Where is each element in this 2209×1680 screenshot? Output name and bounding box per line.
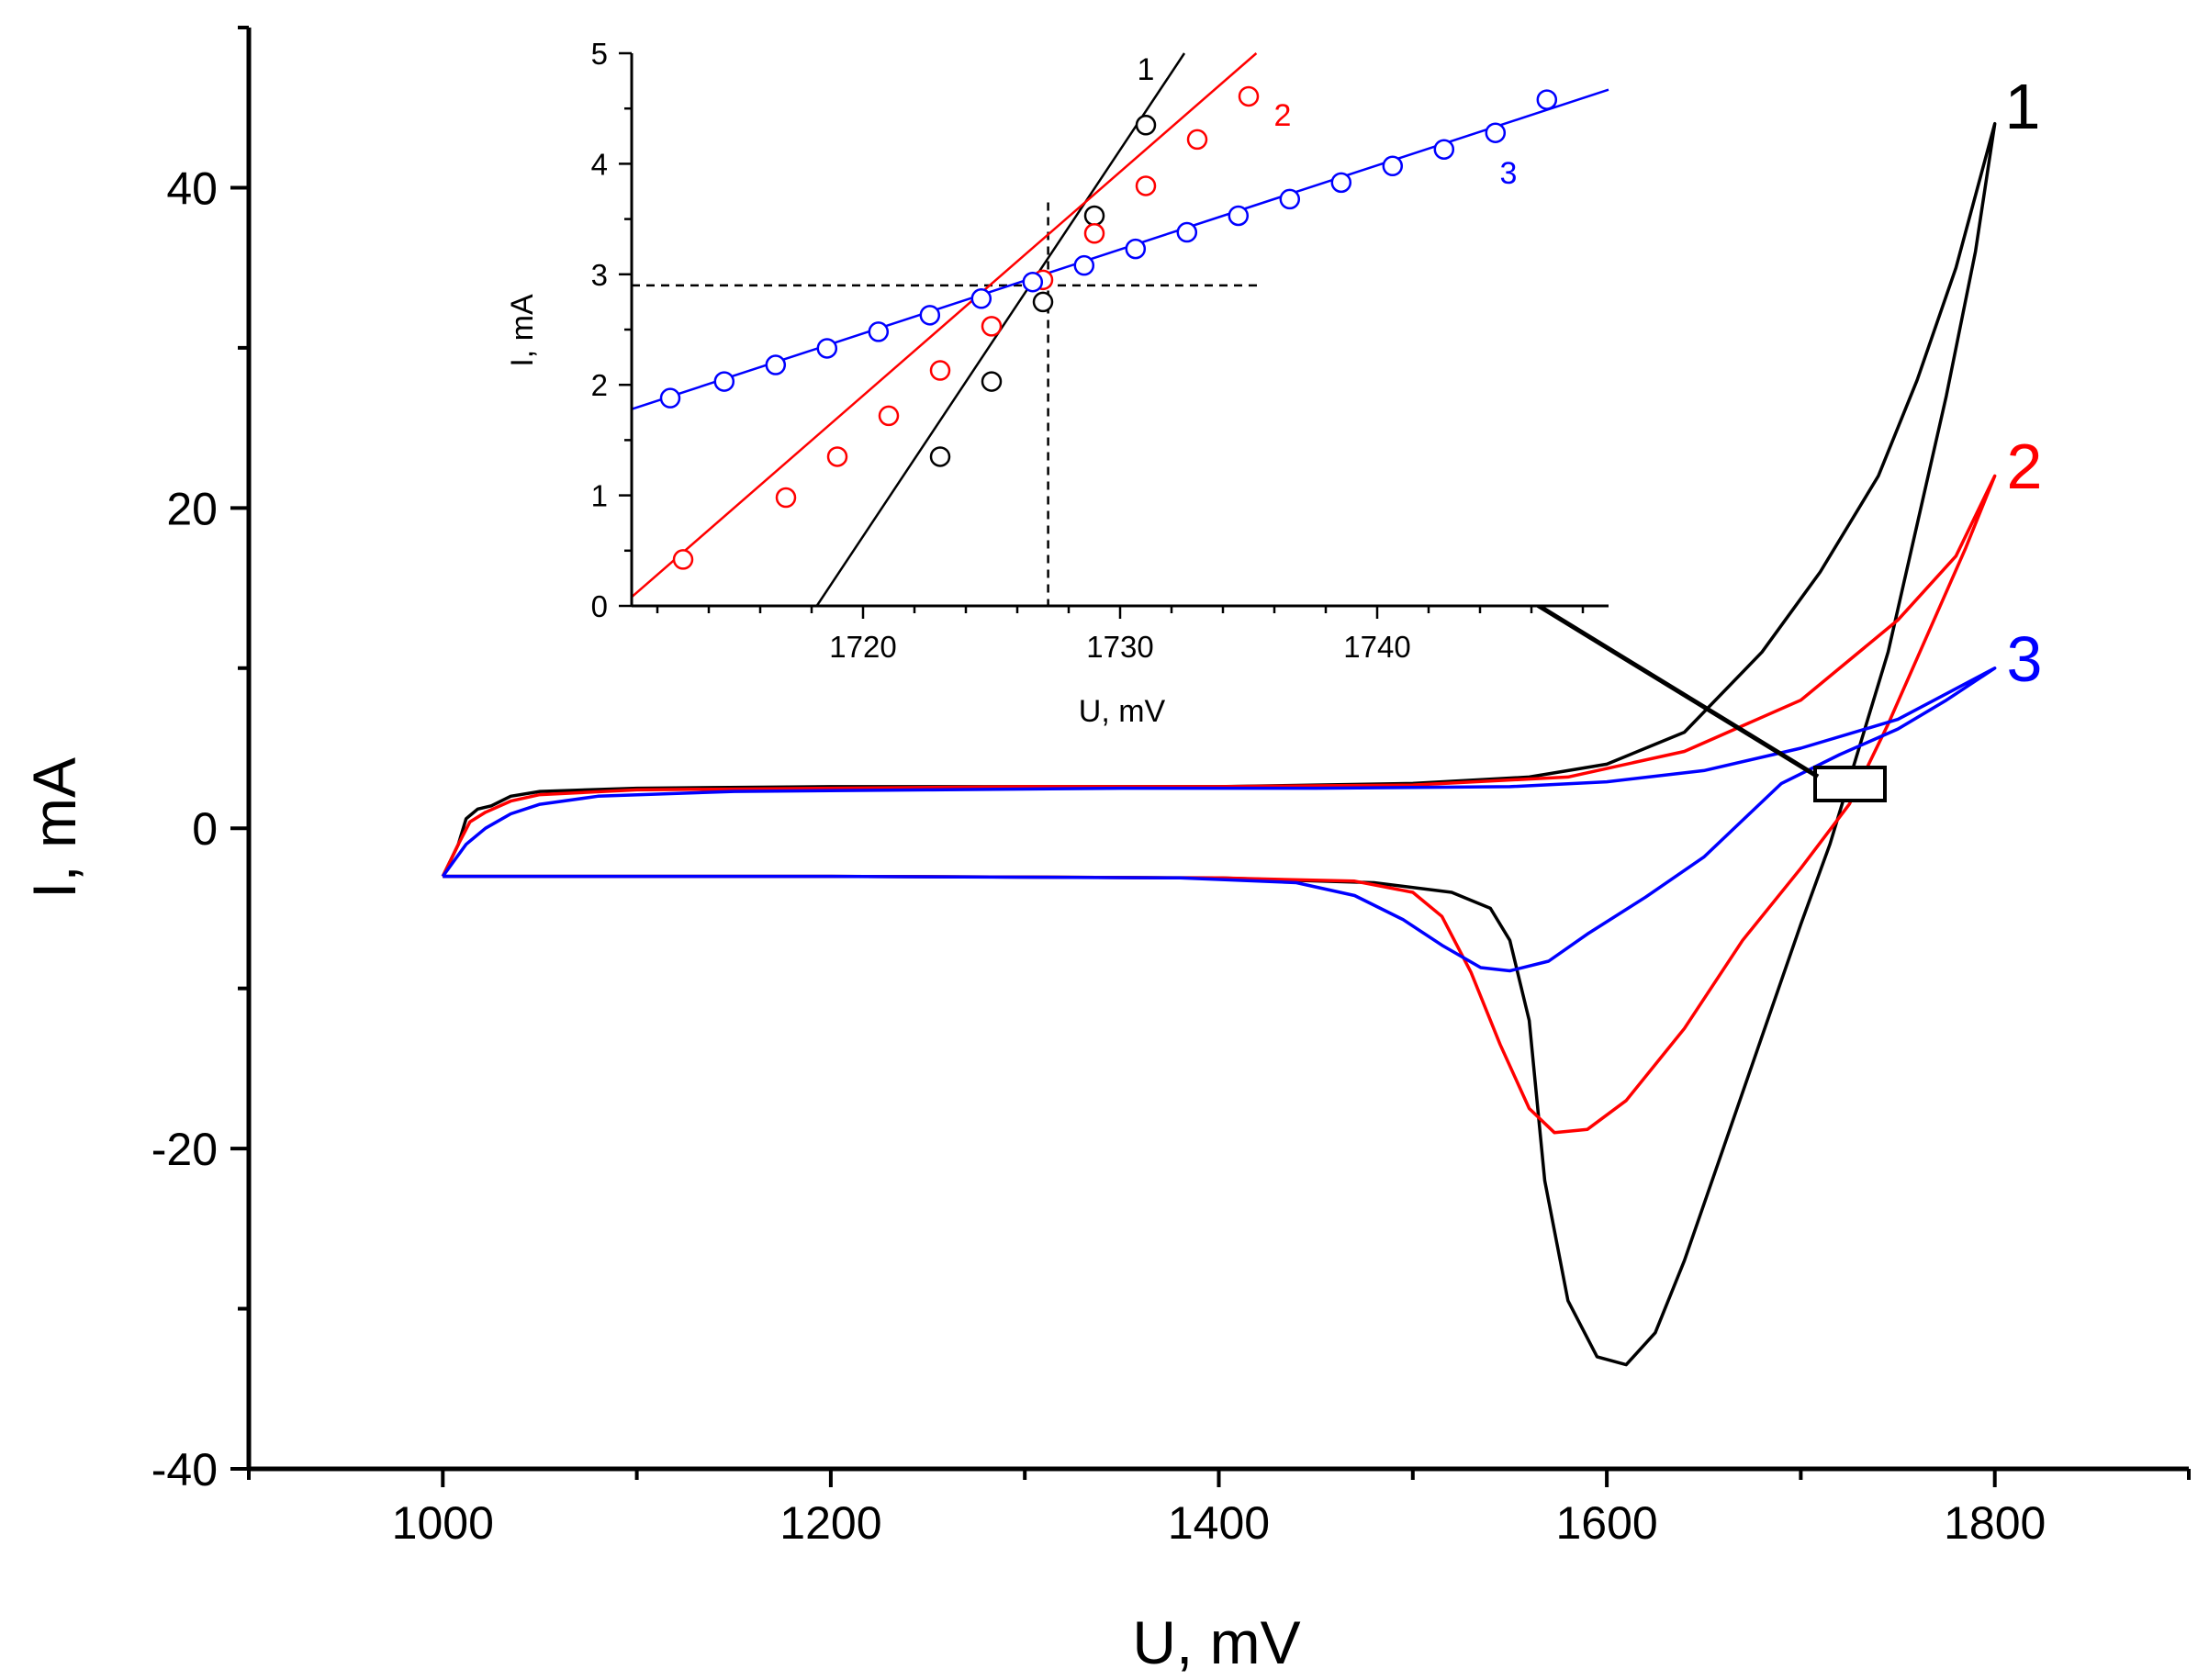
main-y-tick-label: 40 xyxy=(166,162,218,214)
inset-series xyxy=(631,52,1609,607)
inset-y-axis-title: I, mA xyxy=(505,294,540,367)
inset-point-2 xyxy=(929,360,951,381)
main-x-axis-title: U, mV xyxy=(1132,1608,1300,1676)
main-axes xyxy=(230,26,2191,1487)
inset-point-3 xyxy=(1330,172,1352,194)
inset-y-tick-labels: 0 1 2 3 4 5 xyxy=(591,37,608,623)
main-y-axis-title: I, mA xyxy=(20,757,88,899)
inset-y-tick-label: 4 xyxy=(591,147,608,181)
inset-series-label-2: 2 xyxy=(1274,98,1292,133)
inset-background xyxy=(632,53,1609,606)
inset-point-2 xyxy=(1135,175,1157,196)
inset-point-2 xyxy=(981,316,1003,337)
inset-series-line-2 xyxy=(631,52,1258,599)
inset-series-label-3: 3 xyxy=(1500,156,1518,191)
inset-y-tick-label: 1 xyxy=(591,479,608,513)
inset-point-3 xyxy=(816,338,838,359)
inset-x-tick-label: 1720 xyxy=(829,630,896,664)
main-y-tick-label: -40 xyxy=(151,1444,218,1495)
inset-point-2 xyxy=(878,405,900,427)
inset-point-2 xyxy=(672,549,694,570)
series-label-3: 3 xyxy=(2007,623,2043,695)
inset-x-tick-label: 1740 xyxy=(1343,630,1410,664)
zoom-region-box xyxy=(1813,766,1887,802)
inset-point-2 xyxy=(1238,85,1260,107)
main-y-tick-label: 0 xyxy=(192,803,218,855)
inset-x-axis-title: U, mV xyxy=(1079,694,1166,729)
main-x-tick-labels: 1000 1200 1400 1600 1800 xyxy=(392,1497,2046,1549)
inset-point-3 xyxy=(1279,188,1301,210)
main-series-line-2 xyxy=(441,474,1997,1135)
main-series-line-1 xyxy=(441,121,1997,1367)
inset-y-tick-label: 5 xyxy=(591,37,608,71)
inset-point-3 xyxy=(1073,254,1095,276)
inset-point-2 xyxy=(1083,223,1105,244)
inset-point-1 xyxy=(1135,115,1157,136)
main-series-line-3 xyxy=(441,666,1997,973)
inset-y-tick-label: 0 xyxy=(591,589,608,623)
inset-chart: 1720 1730 1740 0 1 2 3 4 5 U, mV I, mA 1 2 3 xyxy=(505,37,1609,729)
inset-y-tick-label: 3 xyxy=(591,258,608,292)
inset-point-3 xyxy=(659,387,681,409)
main-y-tick-label: -20 xyxy=(151,1124,218,1175)
inset-x-tick-label: 1730 xyxy=(1086,630,1153,664)
inset-point-2 xyxy=(775,487,797,509)
main-x-tick-label: 1200 xyxy=(779,1497,881,1549)
inset-point-3 xyxy=(1125,238,1147,260)
main-series xyxy=(441,121,1997,1367)
inset-point-3 xyxy=(1022,271,1044,293)
inset-point-1 xyxy=(1032,291,1054,313)
inset-point-3 xyxy=(1433,139,1455,160)
inset-point-3 xyxy=(1485,122,1507,143)
main-y-tick-labels: -40 -20 0 20 40 xyxy=(151,162,218,1495)
inset-point-3 xyxy=(868,321,890,342)
inset-point-2 xyxy=(1186,129,1208,151)
inset-point-1 xyxy=(1083,205,1105,227)
main-x-tick-label: 1800 xyxy=(1944,1497,2046,1549)
inset-point-3 xyxy=(1536,89,1558,110)
inset-point-3 xyxy=(970,288,992,309)
inset-axes xyxy=(619,51,1609,619)
inset-point-1 xyxy=(981,371,1003,392)
inset-y-tick-label: 2 xyxy=(591,368,608,402)
inset-point-3 xyxy=(1382,155,1404,177)
inset-point-3 xyxy=(919,305,941,326)
series-label-1: 1 xyxy=(2005,71,2041,142)
series-label-2: 2 xyxy=(2007,431,2043,502)
main-y-tick-label: 20 xyxy=(166,483,218,534)
inset-x-tick-labels: 1720 1730 1740 xyxy=(829,630,1410,664)
inset-series-label-1: 1 xyxy=(1138,52,1155,87)
inset-point-3 xyxy=(765,354,787,375)
main-x-tick-label: 1400 xyxy=(1168,1497,1270,1549)
inset-point-3 xyxy=(713,371,735,392)
inset-point-3 xyxy=(1176,221,1198,243)
inset-point-2 xyxy=(826,446,848,467)
inset-point-3 xyxy=(1228,205,1250,227)
main-x-tick-label: 1000 xyxy=(392,1497,494,1549)
inset-point-1 xyxy=(929,446,951,467)
main-series-labels: 1 2 3 xyxy=(2005,71,2043,695)
main-x-tick-label: 1600 xyxy=(1555,1497,1657,1549)
inset-reference-lines xyxy=(632,202,1260,606)
